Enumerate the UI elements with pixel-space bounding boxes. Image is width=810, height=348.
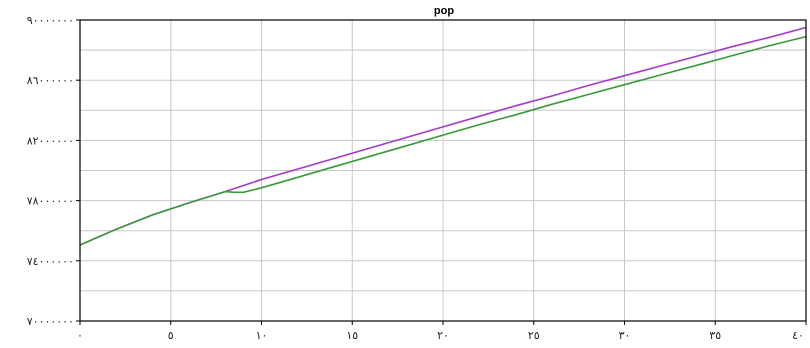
x-tick-label: ٢٥ [528, 329, 540, 342]
y-tick-label: ٨٦٠٠٠٠٠٠ [27, 74, 74, 87]
x-tick-label: ٤٠ [792, 329, 804, 342]
y-tick-label: ٧٤٠٠٠٠٠٠ [27, 255, 74, 268]
x-tick-label: ٣٥ [709, 329, 721, 342]
x-tick-label: ٢٠ [437, 329, 449, 342]
x-tick-label: ٥ [168, 329, 174, 342]
x-tick-label: ٠ [77, 329, 83, 342]
chart-title: pop [434, 5, 454, 17]
y-tick-label: ٨٢٠٠٠٠٠٠ [27, 134, 74, 147]
x-tick-label: ١٥ [346, 329, 358, 342]
y-axis: ٧٠٠٠٠٠٠٠ ٧٤٠٠٠٠٠٠ ٧٨٠٠٠٠٠٠ ٨٢٠٠٠٠٠٠ ٨٦٠٠٠٠٠٠… [27, 14, 80, 328]
series-line-2 [79, 35, 807, 246]
x-tick-label: ١٠ [256, 329, 268, 342]
x-tick-label: ٣٠ [619, 329, 631, 342]
y-tick-label: ٧٠٠٠٠٠٠٠ [27, 315, 74, 328]
y-tick-label: ٩٠٠٠٠٠٠٠ [27, 14, 74, 27]
x-axis: ٠ ٥ ١٠ ١٥ ٢٠ ٢٥ ٣٠ ٣٥ ٤٠ [77, 321, 807, 342]
series-group [79, 26, 807, 246]
grid [79, 19, 807, 322]
y-tick-label: ٧٨٠٠٠٠٠٠ [27, 195, 74, 208]
